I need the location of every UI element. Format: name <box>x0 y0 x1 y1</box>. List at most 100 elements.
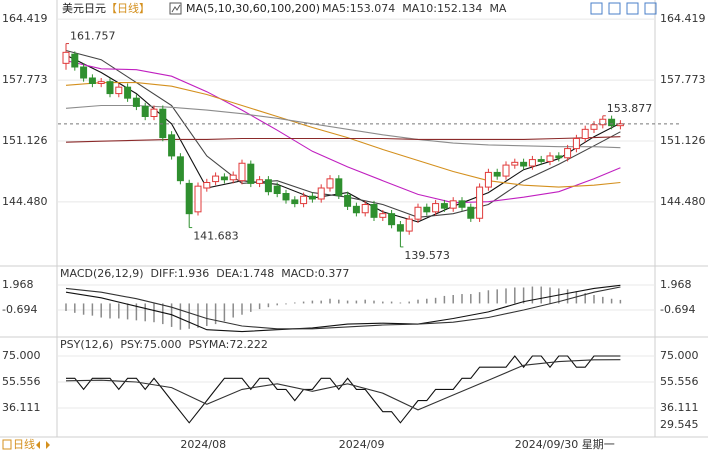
legend-entry: PSY(12,6) <box>60 338 113 351</box>
y-tick-label-left: 55.556 <box>2 375 41 388</box>
legend-entry: MA <box>489 2 506 15</box>
candle-body <box>616 123 624 127</box>
candle-body <box>361 204 369 214</box>
legend-entry: DEA:1.748 <box>216 267 274 280</box>
y-tick-label-left: 144.480 <box>2 195 48 208</box>
candle-body <box>115 86 123 95</box>
legend-entry: MACD:0.377 <box>281 267 349 280</box>
indicator-label[interactable]: MA(5,10,30,60,100,200) <box>186 2 320 15</box>
y-tick-label-left: 164.419 <box>2 12 48 25</box>
candle-body <box>291 199 299 205</box>
candle-body <box>168 134 176 157</box>
candle-body <box>432 203 440 213</box>
candle-body <box>581 128 589 139</box>
legend-entry: PSYMA:72.222 <box>189 338 268 351</box>
candle-body <box>414 206 422 220</box>
y-tick-label-right: 55.556 <box>660 375 699 388</box>
candle-body <box>124 86 132 99</box>
candle-body <box>370 204 378 218</box>
candle-body <box>150 108 158 117</box>
candle-body <box>590 124 598 130</box>
candle-body <box>62 51 70 64</box>
line-series <box>66 355 621 424</box>
legend-entry: PSY:75.000 <box>120 338 181 351</box>
candle-body <box>537 159 545 162</box>
tool-icon[interactable] <box>590 2 603 15</box>
y-tick-label-right: 151.126 <box>660 134 706 147</box>
y-tick-label-right: 164.419 <box>660 12 706 25</box>
candle-body <box>484 171 492 188</box>
candle-body <box>71 53 79 68</box>
candle-body <box>256 179 264 184</box>
extreme-label: 153.877 <box>607 102 653 115</box>
candle-body <box>476 186 484 219</box>
legend-entry: DIFF:1.936 <box>151 267 210 280</box>
candle-body <box>308 195 316 200</box>
candle-body <box>423 206 431 213</box>
x-tick-label: 2024/08 <box>180 438 226 451</box>
y-tick-label-right: 144.480 <box>660 195 706 208</box>
candle-body <box>273 185 281 195</box>
candle-body <box>97 81 105 84</box>
candle-body <box>326 178 334 189</box>
y-tick-label-left: 36.111 <box>2 401 41 414</box>
line-series <box>65 104 621 149</box>
tool-icon[interactable] <box>626 2 639 15</box>
candle-body <box>493 171 501 177</box>
line-series <box>65 284 621 333</box>
next-button[interactable] <box>46 441 50 449</box>
candle-body <box>520 161 528 167</box>
tool-icon[interactable] <box>608 2 621 15</box>
candle-body <box>88 77 96 84</box>
line-series <box>65 286 621 330</box>
candle-body <box>264 179 272 193</box>
candle-body <box>176 156 184 182</box>
prev-button[interactable] <box>36 441 40 449</box>
candle-body <box>80 66 88 79</box>
extreme-label: 141.683 <box>193 230 239 243</box>
candle-body <box>282 193 290 201</box>
cursor-value: 29.545 <box>660 418 699 431</box>
indicator-icon[interactable] <box>169 2 182 15</box>
tool-icon[interactable] <box>644 2 657 15</box>
candle-body <box>352 205 360 214</box>
y-tick-label-left: 1.968 <box>2 278 34 291</box>
candle-body <box>528 159 536 167</box>
candle-body <box>599 118 607 126</box>
candle-body <box>440 203 448 209</box>
candle-body <box>247 163 255 184</box>
candle-body <box>572 138 580 150</box>
candle-body <box>335 178 343 196</box>
candle-body <box>203 182 211 189</box>
line-series <box>65 60 621 204</box>
footer-period[interactable]: 日线 <box>13 437 35 451</box>
legend-entry: MACD(26,12,9) <box>60 267 144 280</box>
toolbar <box>590 2 657 15</box>
candle-body <box>502 164 510 177</box>
candle-body <box>300 195 308 205</box>
line-series <box>65 136 621 143</box>
y-tick-label-right: 1.968 <box>660 278 692 291</box>
candle-body <box>405 218 413 232</box>
candle-body <box>511 161 519 166</box>
y-tick-label-left: 75.000 <box>2 349 41 362</box>
candle-body <box>388 213 396 226</box>
candle-body <box>212 175 220 183</box>
period-label[interactable]: 【日线】 <box>106 1 150 15</box>
indicator-icon-line <box>171 4 181 13</box>
candle-body <box>564 148 572 159</box>
candle-body <box>546 155 554 162</box>
y-tick-label-left: 157.773 <box>2 73 48 86</box>
candle-body <box>132 97 140 107</box>
x-tick-label: 2024/09 <box>339 438 385 451</box>
y-tick-label-left: -0.694 <box>2 303 37 316</box>
chart-title: 美元日元 <box>62 2 106 15</box>
candle-body <box>608 118 616 127</box>
footer-icon[interactable] <box>2 439 12 450</box>
candle-body <box>396 224 404 232</box>
candle-body <box>467 206 475 219</box>
candle-body <box>317 187 325 200</box>
